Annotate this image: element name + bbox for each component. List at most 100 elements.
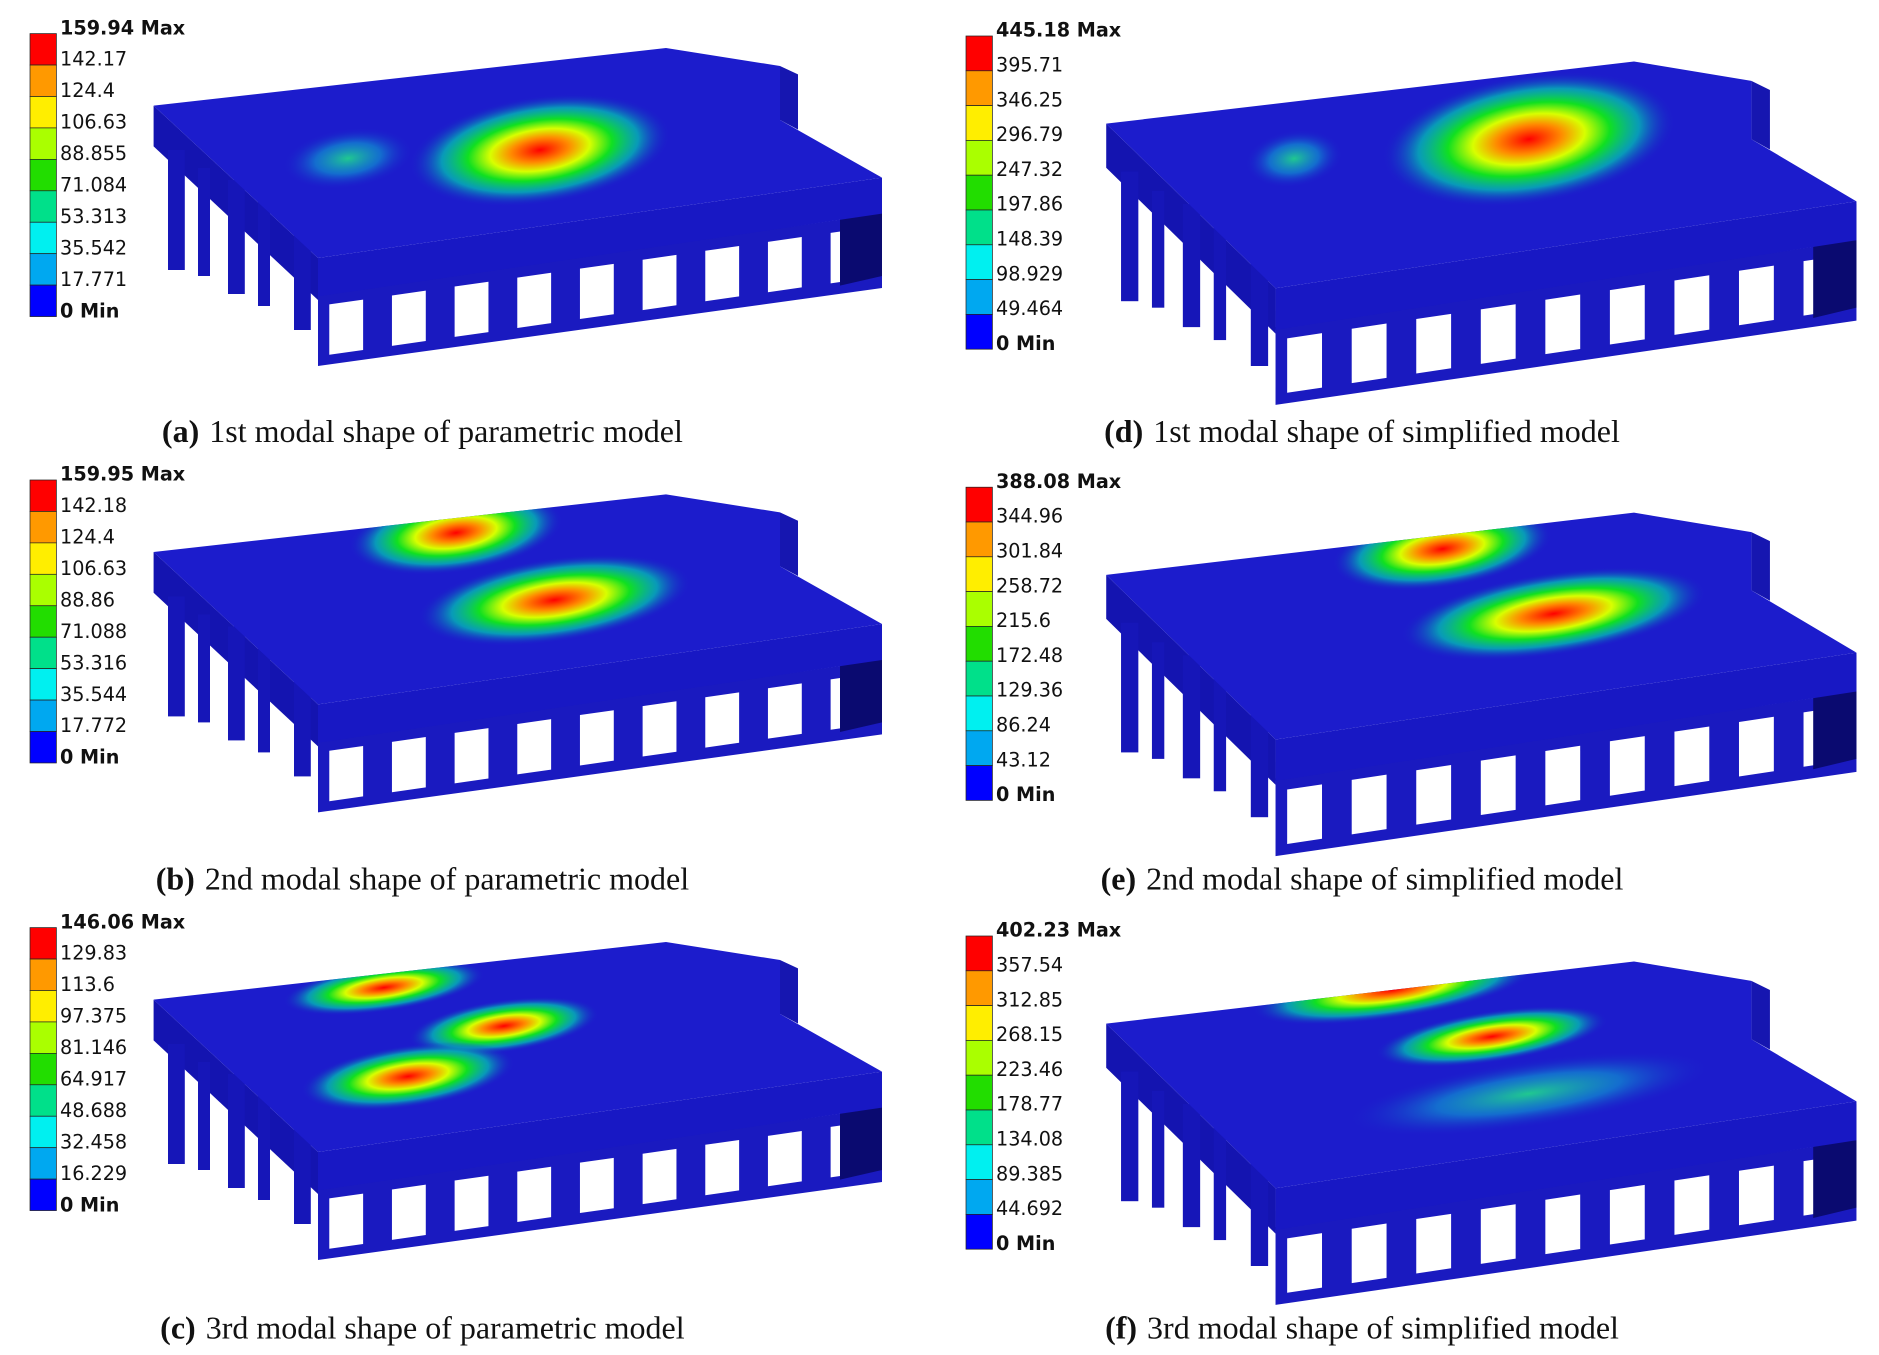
legend-label: 445.18 Max [996,19,1122,42]
legend-label: 258.72 [996,574,1063,597]
window [1674,726,1710,787]
window [391,290,426,346]
column [198,614,211,723]
legend-label: 106.63 [60,557,127,580]
caption: (e) 2nd modal shape of simplified model [1101,861,1624,897]
window [1416,765,1452,825]
legend-label: 215.6 [996,609,1051,632]
legend-band [29,127,57,160]
window [1287,333,1323,393]
window [579,263,614,320]
panel: 445.18 Max 395.71 346.25 296.79 247.32 197.86… [965,19,1857,405]
legend-label: 223.46 [996,1058,1063,1081]
column [198,168,211,276]
column [1121,171,1139,302]
caption-text: 1st modal shape of simplified model [1153,413,1620,449]
column [1182,1104,1201,1228]
legend-band [29,542,57,575]
window [705,692,740,748]
caption-text: 2nd modal shape of simplified model [1146,861,1623,897]
legend-band [965,1179,993,1215]
caption: (a) 1st modal shape of parametric model [162,413,683,449]
front-face [318,177,883,297]
window [1545,1194,1581,1255]
legend-band [29,1147,57,1180]
contour-blob [1375,1005,1609,1068]
front-face [318,1071,883,1191]
legend-band [965,1109,993,1146]
caption-text: 3rd modal shape of simplified model [1147,1309,1619,1345]
caption-text: 2nd modal shape of parametric model [205,861,689,897]
panel: 402.23 Max 357.54 312.85 268.15 223.46 178.77… [965,919,1857,1305]
caption: (c) 3rd modal shape of parametric model [160,1309,685,1345]
contours [282,93,671,207]
column [168,150,185,270]
front-face [1275,652,1857,781]
column [1182,655,1201,779]
legend-band [965,279,993,315]
front-face [1275,201,1857,330]
window [454,281,489,337]
legend-label: 395.71 [996,54,1063,77]
front-face [318,624,883,743]
legend-label: 344.96 [996,505,1063,528]
legend-band [29,511,57,544]
column [1213,674,1227,792]
window [517,719,552,775]
window [1351,323,1387,384]
legend-band [965,35,993,72]
legend-label: 35.542 [60,236,127,259]
legend-band [965,1144,993,1180]
legend-band [965,765,993,801]
window [517,1166,552,1222]
window [1416,313,1452,374]
window [391,1184,426,1240]
legend-band [29,990,57,1023]
column [258,198,270,306]
panel: 388.08 Max 344.96 301.84 258.72 215.6 172.48 1… [965,470,1857,857]
contour-blob [282,127,414,190]
legend-label: 98.929 [996,262,1063,285]
caption-label: (f) [1105,1309,1137,1345]
caption: (b) 2nd modal shape of parametric model [156,861,690,897]
column [1213,1123,1227,1241]
contour-blob [1345,1050,1713,1137]
window [642,254,677,311]
legend-band [29,479,57,512]
legend-label: 268.15 [996,1023,1063,1046]
contour-blob [409,93,671,207]
legend-label: 296.79 [996,123,1063,146]
column [1151,642,1165,759]
column [228,180,245,294]
step-face [1751,532,1770,601]
legend-band [29,64,57,97]
legend-band [29,731,57,764]
column [168,596,185,717]
legend-label: 388.08 Max [996,470,1122,493]
legend-label: 172.48 [996,644,1063,667]
window [1351,1223,1387,1284]
legend-band [29,1053,57,1086]
window [579,710,614,766]
caption-text: 1st modal shape of parametric model [209,413,683,449]
window [767,237,802,293]
legend-label: 17.772 [60,714,127,737]
legend-label: 71.084 [60,174,127,197]
legend-band [965,935,993,972]
legend-label: 53.316 [60,651,127,674]
window [454,728,489,784]
column [258,644,270,753]
window [1351,774,1387,835]
model [1106,61,1857,405]
window [1609,1184,1645,1245]
legend-band [965,626,993,662]
window [329,1193,364,1249]
legend-band [965,970,993,1006]
contour-blob [417,554,692,646]
legend-label: 197.86 [996,193,1063,216]
legend-band [965,70,993,106]
legend-label: 142.18 [60,494,127,517]
caption-label: (d) [1104,413,1143,449]
window [1287,784,1323,844]
